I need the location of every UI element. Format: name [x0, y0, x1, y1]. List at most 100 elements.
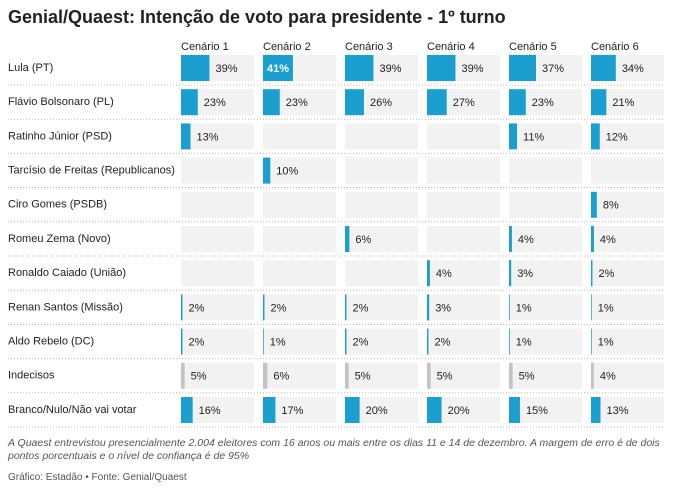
value-label: 17%: [281, 405, 303, 417]
cell-background: [509, 397, 582, 423]
value-label: 2%: [352, 302, 368, 314]
value-label: 1%: [270, 337, 286, 349]
row-label: Ronaldo Caiado (União): [8, 267, 126, 279]
cell-background: [427, 157, 500, 184]
value-label: 21%: [612, 97, 634, 109]
value-label: 1%: [598, 337, 614, 349]
cell-background: [345, 226, 418, 252]
bar: [509, 328, 510, 355]
bar: [427, 294, 430, 321]
value-label: 4%: [600, 371, 616, 383]
cell-background: [181, 191, 254, 218]
cell-background: [591, 123, 664, 150]
bar: [345, 55, 374, 81]
value-label: 8%: [603, 200, 619, 212]
cell-background: [181, 397, 254, 423]
value-label: 4%: [436, 268, 452, 280]
bar: [263, 397, 276, 423]
bar: [181, 55, 210, 81]
source: Gráfico: Estadão • Fonte: Genial/Quaest: [8, 472, 187, 483]
row-label: Indecisos: [8, 370, 55, 382]
cell-background: [263, 362, 336, 389]
cell-background: [345, 260, 418, 287]
cell-background: [591, 328, 664, 355]
cell-background: [509, 260, 582, 287]
bar: [181, 328, 183, 355]
value-label: 10%: [276, 166, 298, 178]
bar: [345, 226, 350, 252]
value-label: 34%: [622, 63, 644, 75]
cell-background: [509, 123, 582, 150]
bar: [509, 89, 526, 116]
value-label: 20%: [366, 405, 388, 417]
value-label: 2%: [352, 337, 368, 349]
row-label: Lula (PT): [8, 62, 53, 74]
row-label: Aldo Rebelo (DC): [8, 336, 94, 348]
bar: [591, 89, 607, 116]
bar: [509, 362, 513, 389]
cell-background: [509, 328, 582, 355]
value-label: 5%: [437, 371, 453, 383]
bar: [509, 397, 520, 423]
bar: [181, 397, 193, 423]
bar: [591, 260, 593, 287]
bar: [427, 260, 430, 287]
bar: [181, 123, 191, 150]
bar: [427, 55, 456, 81]
cell-background: [509, 294, 582, 321]
column-header: Cenário 4: [427, 41, 475, 53]
value-label: 2%: [434, 337, 450, 349]
value-label: 26%: [370, 97, 392, 109]
footnote: A Quaest entrevistou presencialmente 2.0…: [8, 437, 660, 462]
value-label: 39%: [461, 63, 483, 75]
cell-background: [345, 191, 418, 218]
cell-background: [263, 123, 336, 150]
value-label: 1%: [516, 337, 532, 349]
value-label: 23%: [532, 97, 554, 109]
value-label: 2%: [598, 268, 614, 280]
cell-background: [591, 260, 664, 287]
bar: [181, 294, 183, 321]
bar: [345, 397, 360, 423]
row-label: Renan Santos (Missão): [8, 301, 123, 313]
row-label: Ciro Gomes (PSDB): [8, 199, 107, 211]
chart-title: Genial/Quaest: Intenção de voto para pre…: [8, 7, 506, 27]
row-label: Ratinho Júnior (PSD): [8, 130, 112, 142]
bar: [591, 123, 600, 150]
column-header: Cenário 3: [345, 41, 393, 53]
bar: [509, 55, 537, 81]
value-label: 13%: [606, 405, 628, 417]
row-label: Romeu Zema (Novo): [8, 233, 111, 245]
cell-background: [345, 328, 418, 355]
bar: [591, 362, 594, 389]
bar: [591, 397, 601, 423]
cell-background: [427, 328, 500, 355]
bar: [427, 328, 429, 355]
cell-background: [427, 191, 500, 218]
cell-background: [181, 294, 254, 321]
cell-background: [427, 362, 500, 389]
bar: [263, 362, 268, 389]
cell-background: [263, 226, 336, 252]
value-label: 16%: [199, 405, 221, 417]
value-label: 6%: [355, 234, 371, 246]
cell-background: [591, 191, 664, 218]
bar: [509, 226, 512, 252]
value-label: 1%: [516, 302, 532, 314]
cell-background: [591, 362, 664, 389]
column-header: Cenário 5: [509, 41, 557, 53]
value-label: 23%: [204, 97, 226, 109]
value-label: 13%: [196, 131, 218, 143]
value-label: 6%: [273, 371, 289, 383]
column-header: Cenário 6: [591, 41, 639, 53]
cell-background: [263, 328, 336, 355]
value-label: 23%: [286, 97, 308, 109]
bar: [345, 362, 349, 389]
cell-background: [509, 226, 582, 252]
cell-background: [181, 362, 254, 389]
value-label: 11%: [523, 131, 544, 143]
value-label: 3%: [435, 302, 451, 314]
bar: [591, 191, 597, 218]
row-label: Branco/Nulo/Não vai votar: [8, 404, 137, 416]
